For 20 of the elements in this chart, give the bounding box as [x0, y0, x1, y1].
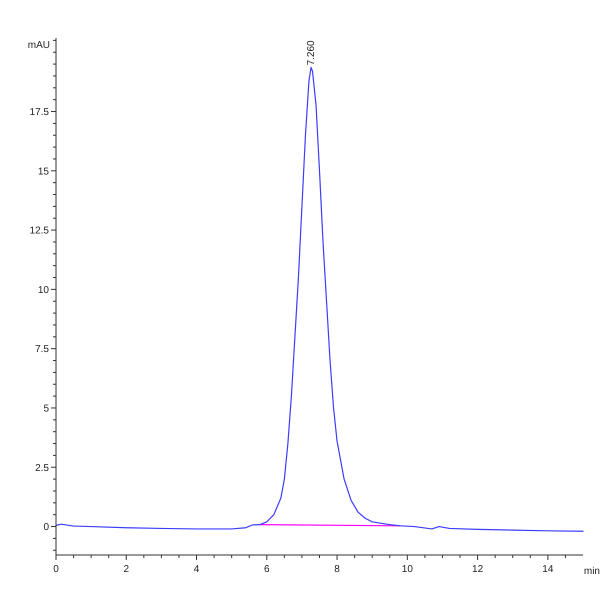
y-tick-label: 7.5 — [35, 344, 50, 356]
annotation: 7.260 — [306, 40, 318, 66]
x-tick-label: 0 — [53, 564, 60, 575]
x-tick-label: 12 — [472, 564, 484, 575]
line-series — [55, 66, 584, 532]
x-axis-title: min — [584, 566, 600, 577]
x-tick-label: 10 — [402, 564, 414, 575]
x-tick-label: 8 — [334, 564, 340, 575]
x-tick-label: 6 — [264, 564, 270, 575]
x-tick-label: 2 — [123, 564, 130, 575]
y-tick-label: 10 — [38, 284, 50, 296]
y-tick-label: 2.5 — [35, 462, 50, 474]
y-tick-label: 12.5 — [30, 226, 50, 237]
x-tick-label: 14 — [542, 564, 554, 575]
y-tick-label: 0 — [43, 522, 50, 534]
x-tick-label: 4 — [194, 564, 200, 575]
y-axis-title: mAU — [28, 40, 50, 51]
y-tick-label: 5 — [43, 403, 50, 414]
y-tick-label: 17.5 — [30, 107, 50, 118]
y-tick-label: 15 — [38, 166, 50, 178]
